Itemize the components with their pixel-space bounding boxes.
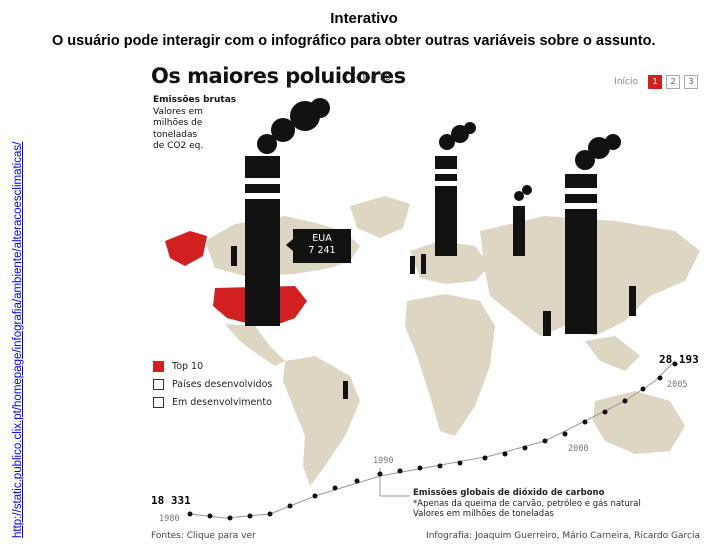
timeline-dots bbox=[187, 361, 678, 521]
pager-start-link[interactable]: Início bbox=[614, 77, 638, 87]
legend-swatch[interactable] bbox=[153, 397, 164, 408]
alaska bbox=[165, 231, 207, 266]
southeast-asia-land bbox=[585, 336, 640, 371]
slide-subtitle: O usuário pode interagir com o infográfi… bbox=[52, 33, 656, 49]
smoke-clouds bbox=[257, 98, 621, 201]
credits: Infografia: Joaquim Guerreiro, Mário Car… bbox=[426, 531, 700, 541]
slide-title: Interativo bbox=[330, 10, 398, 27]
greenland-land bbox=[350, 196, 410, 238]
legend-label: Em desenvolvimento bbox=[172, 397, 272, 408]
map-legend: Top 10 Países desenvolvidos Em desenvolv… bbox=[153, 361, 272, 415]
legend-label: Top 10 bbox=[172, 361, 204, 372]
global-title: Emissões globais de dióxido de carbono bbox=[413, 488, 605, 498]
chimney-japan bbox=[629, 286, 636, 316]
tooltip-country: EUA bbox=[312, 233, 332, 244]
africa-land bbox=[405, 294, 495, 436]
world-map bbox=[165, 98, 700, 521]
emissions-title: Emissões brutas bbox=[153, 95, 237, 105]
emissions-line: toneladas bbox=[153, 129, 198, 140]
year-label: 2005 bbox=[667, 380, 688, 390]
chimney-brazil bbox=[343, 381, 348, 399]
emissions-legend: Emissões brutas Valores em milhões de to… bbox=[153, 95, 236, 153]
emissions-line: Valores em bbox=[153, 106, 203, 117]
chimney-russia bbox=[513, 206, 525, 256]
page-2-button[interactable]: 2 bbox=[666, 75, 680, 89]
pager: Início 1 2 3 bbox=[614, 75, 698, 89]
global-line: Valores em milhões de toneladas bbox=[413, 509, 554, 519]
page-1-button[interactable]: 1 bbox=[648, 75, 662, 89]
global-line: *Apenas da queima de carvão, petróleo e … bbox=[413, 498, 641, 509]
legend-label: Países desenvolvidos bbox=[172, 379, 273, 390]
page-3-button[interactable]: 3 bbox=[684, 75, 698, 89]
central-america-land bbox=[225, 324, 285, 366]
chimney-stripes bbox=[245, 169, 597, 209]
value-2005: 28 193 bbox=[659, 353, 699, 366]
emissions-line: de CO2 eq. bbox=[153, 141, 204, 151]
legend-developed[interactable]: Países desenvolvidos bbox=[153, 379, 272, 390]
tooltip-value: 7 241 bbox=[308, 245, 336, 256]
south-america-land bbox=[283, 356, 360, 486]
country-tooltip: EUA 7 241 bbox=[286, 229, 351, 263]
legend-developing[interactable]: Em desenvolvimento bbox=[153, 397, 272, 408]
year-label: 1990 bbox=[373, 456, 394, 466]
emissions-line: milhões de bbox=[153, 118, 203, 128]
europe-land bbox=[410, 241, 490, 284]
chimney-germany bbox=[421, 254, 426, 274]
year-label: 1980 bbox=[159, 514, 180, 524]
infographic-panel: Os maiores poluidores - Top 10 Início 1 … bbox=[145, 56, 708, 546]
legend-swatch[interactable] bbox=[153, 361, 164, 372]
global-emissions-note: Emissões globais de dióxido de carbono *… bbox=[413, 488, 641, 520]
year-label: 2000 bbox=[568, 444, 589, 454]
infographic-subtitle: - Top 10 bbox=[355, 73, 391, 83]
legend-swatch[interactable] bbox=[153, 379, 164, 390]
australia-land bbox=[593, 391, 685, 454]
chimney-canada bbox=[231, 246, 237, 266]
infographic-title: Os maiores poluidores bbox=[151, 64, 406, 88]
chimneys[interactable] bbox=[231, 156, 636, 399]
source-link[interactable]: http://static.publico.clix.pt/homepage/i… bbox=[12, 141, 24, 538]
sources-link[interactable]: Fontes: Clique para ver bbox=[151, 531, 256, 541]
legend-top10[interactable]: Top 10 bbox=[153, 361, 272, 372]
chimney-uk bbox=[410, 256, 415, 274]
value-1980: 18 331 bbox=[151, 494, 191, 507]
chimney-india bbox=[543, 311, 551, 336]
chimney-usa bbox=[245, 156, 280, 326]
chimney-china bbox=[565, 174, 597, 334]
